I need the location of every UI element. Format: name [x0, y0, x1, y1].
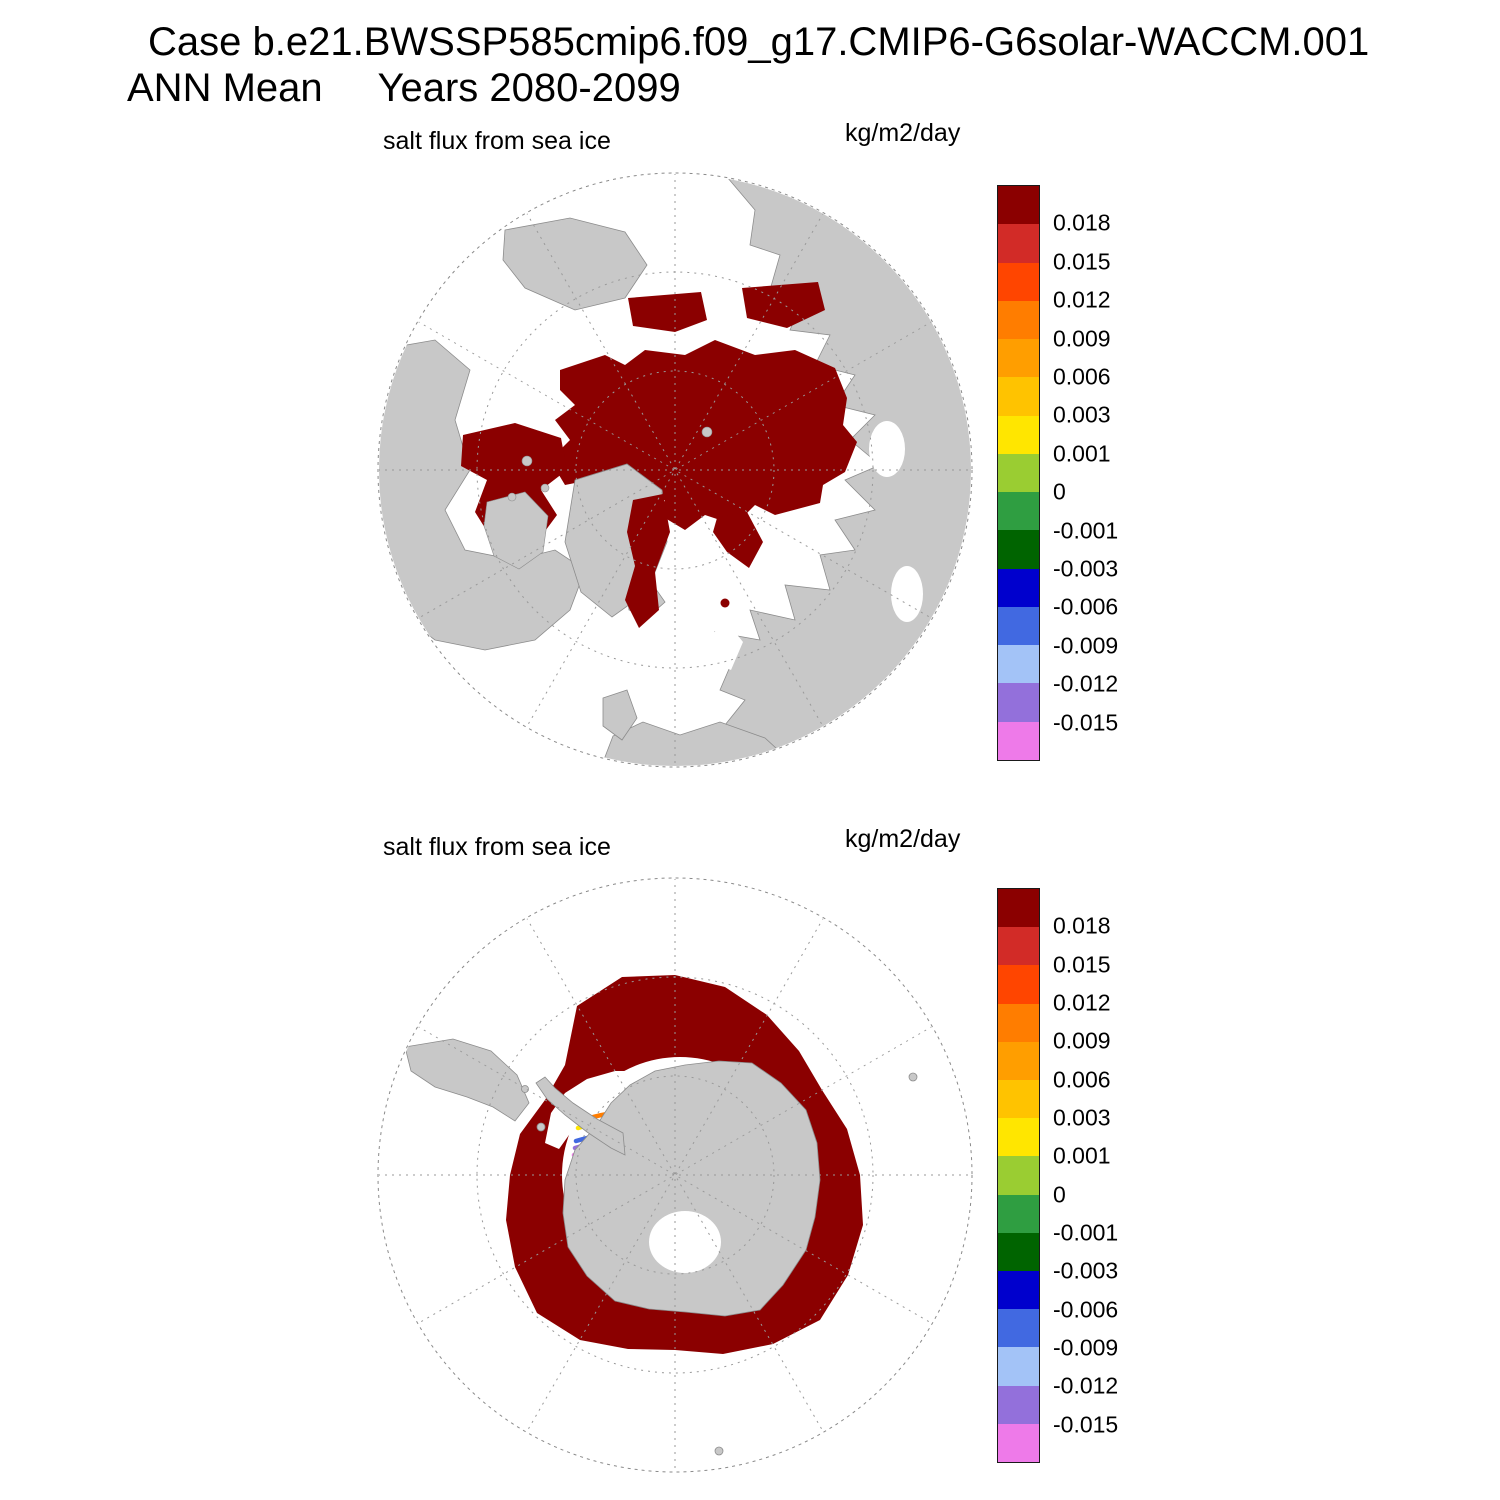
colorbar-segment [998, 683, 1039, 722]
mean-years-subtitle: ANN Mean Years 2080-2099 [127, 66, 681, 110]
ross-ice-shelf [649, 1211, 721, 1273]
colorbar-tick-label: -0.009 [1053, 1334, 1119, 1361]
north-colorbar: 0.018 0.015 0.012 0.009 0.006 0.003 0.001 0 -0.0… [997, 185, 1157, 761]
colorbar-segment [998, 606, 1039, 646]
north-units-label: kg/m2/day [845, 119, 961, 147]
colorbar-segment [998, 1156, 1039, 1195]
colorbar-segment [998, 224, 1039, 263]
south-america-tip [404, 1038, 918, 1456]
south-colorbar: 0.018 0.015 0.012 0.009 0.006 0.003 0.001 0 -0.0… [997, 888, 1157, 1463]
graticule [379, 174, 971, 766]
colorbar-tick-label: 0 [1053, 1181, 1066, 1208]
colorbar-tick-label: -0.015 [1053, 709, 1119, 736]
colorbar-tick-label: -0.015 [1053, 1411, 1119, 1438]
south-variable-label: salt flux from sea ice [383, 833, 611, 861]
colorbar-tick-labels: 0.018 0.015 0.012 0.009 0.006 0.003 0.001 0 -0.0… [1053, 888, 1157, 1463]
colorbar-tick-label: 0.018 [1053, 912, 1111, 939]
colorbar-segment [998, 721, 1039, 760]
colorbar-tick-label: -0.006 [1053, 1296, 1119, 1323]
colorbar-tick-label: -0.003 [1053, 555, 1119, 582]
graticule [379, 879, 971, 1471]
colorbar-segment [998, 1423, 1039, 1463]
arctic-islands [483, 426, 713, 570]
colorbar-tick-label: 0.015 [1053, 951, 1111, 978]
south-units-label: kg/m2/day [845, 825, 961, 853]
colorbar-segment [998, 645, 1039, 684]
colorbar-segment [998, 1118, 1039, 1157]
colorbar-segment [998, 339, 1039, 378]
colorbar-tick-label: -0.001 [1053, 1219, 1119, 1246]
colorbar-segment [998, 1041, 1039, 1081]
arctic-sea-ice-arms [625, 494, 763, 628]
colorbar-tick-label: 0.001 [1053, 440, 1111, 467]
colorbar-tick-label: 0.003 [1053, 1104, 1111, 1131]
colorbar-tick-labels: 0.018 0.015 0.012 0.009 0.006 0.003 0.001 0 -0.0… [1053, 185, 1157, 761]
colorbar-segment [998, 186, 1039, 225]
colorbar-tick-label: -0.009 [1053, 632, 1119, 659]
colorbar-tick-label: -0.001 [1053, 517, 1119, 544]
colorbar-segment [998, 492, 1039, 531]
colorbar-segment [998, 1271, 1039, 1310]
colorbar-segment [998, 262, 1039, 301]
colorbar-segment [998, 1003, 1039, 1042]
colorbar-tick-label: 0.018 [1053, 209, 1111, 236]
colorbar-segment [998, 1232, 1039, 1272]
colorbar-tick-label: 0.012 [1053, 286, 1111, 313]
colorbar-segment [998, 377, 1039, 416]
colorbar-tick-label: 0.001 [1053, 1142, 1111, 1169]
colorbar-segment [998, 1309, 1039, 1348]
colorbar-tick-label: 0.012 [1053, 989, 1111, 1016]
antarctica-land [535, 1060, 821, 1317]
white-sea [705, 622, 743, 670]
north-variable-label: salt flux from sea ice [383, 127, 611, 155]
colorbar-tick-label: 0 [1053, 478, 1066, 505]
colorbar-segment [998, 1194, 1039, 1233]
colorbar-segment [998, 568, 1039, 607]
colorbar-tick-label: 0.009 [1053, 1027, 1111, 1054]
colorbar-ramp [997, 185, 1040, 761]
colorbar-tick-label: 0.006 [1053, 1066, 1111, 1093]
colorbar-tick-label: -0.012 [1053, 1372, 1119, 1399]
colorbar-segment [998, 889, 1039, 928]
colorbar-segment [998, 300, 1039, 340]
colorbar-tick-label: 0.006 [1053, 363, 1111, 390]
colorbar-segment [998, 415, 1039, 454]
colorbar-segment [998, 1347, 1039, 1386]
case-title: Case b.e21.BWSSP585cmip6.f09_g17.CMIP6-G… [148, 20, 1370, 64]
colorbar-tick-label: 0.003 [1053, 401, 1111, 428]
colorbar-tick-label: -0.012 [1053, 670, 1119, 697]
colorbar-segment [998, 927, 1039, 966]
colorbar-tick-label: 0.015 [1053, 248, 1111, 275]
colorbar-segment [998, 1080, 1039, 1119]
colorbar-ramp [997, 888, 1040, 1463]
colorbar-segment [998, 453, 1039, 493]
map-boundary [377, 172, 973, 768]
colorbar-segment [998, 530, 1039, 569]
south-polar-map [375, 875, 975, 1475]
inland-seas [869, 421, 923, 622]
map-boundary [377, 877, 973, 1473]
colorbar-segment [998, 1385, 1039, 1424]
colorbar-tick-label: 0.009 [1053, 325, 1111, 352]
colorbar-tick-label: -0.003 [1053, 1257, 1119, 1284]
colorbar-tick-label: -0.006 [1053, 593, 1119, 620]
north-polar-map [375, 170, 975, 770]
colorbar-segment [998, 965, 1039, 1004]
